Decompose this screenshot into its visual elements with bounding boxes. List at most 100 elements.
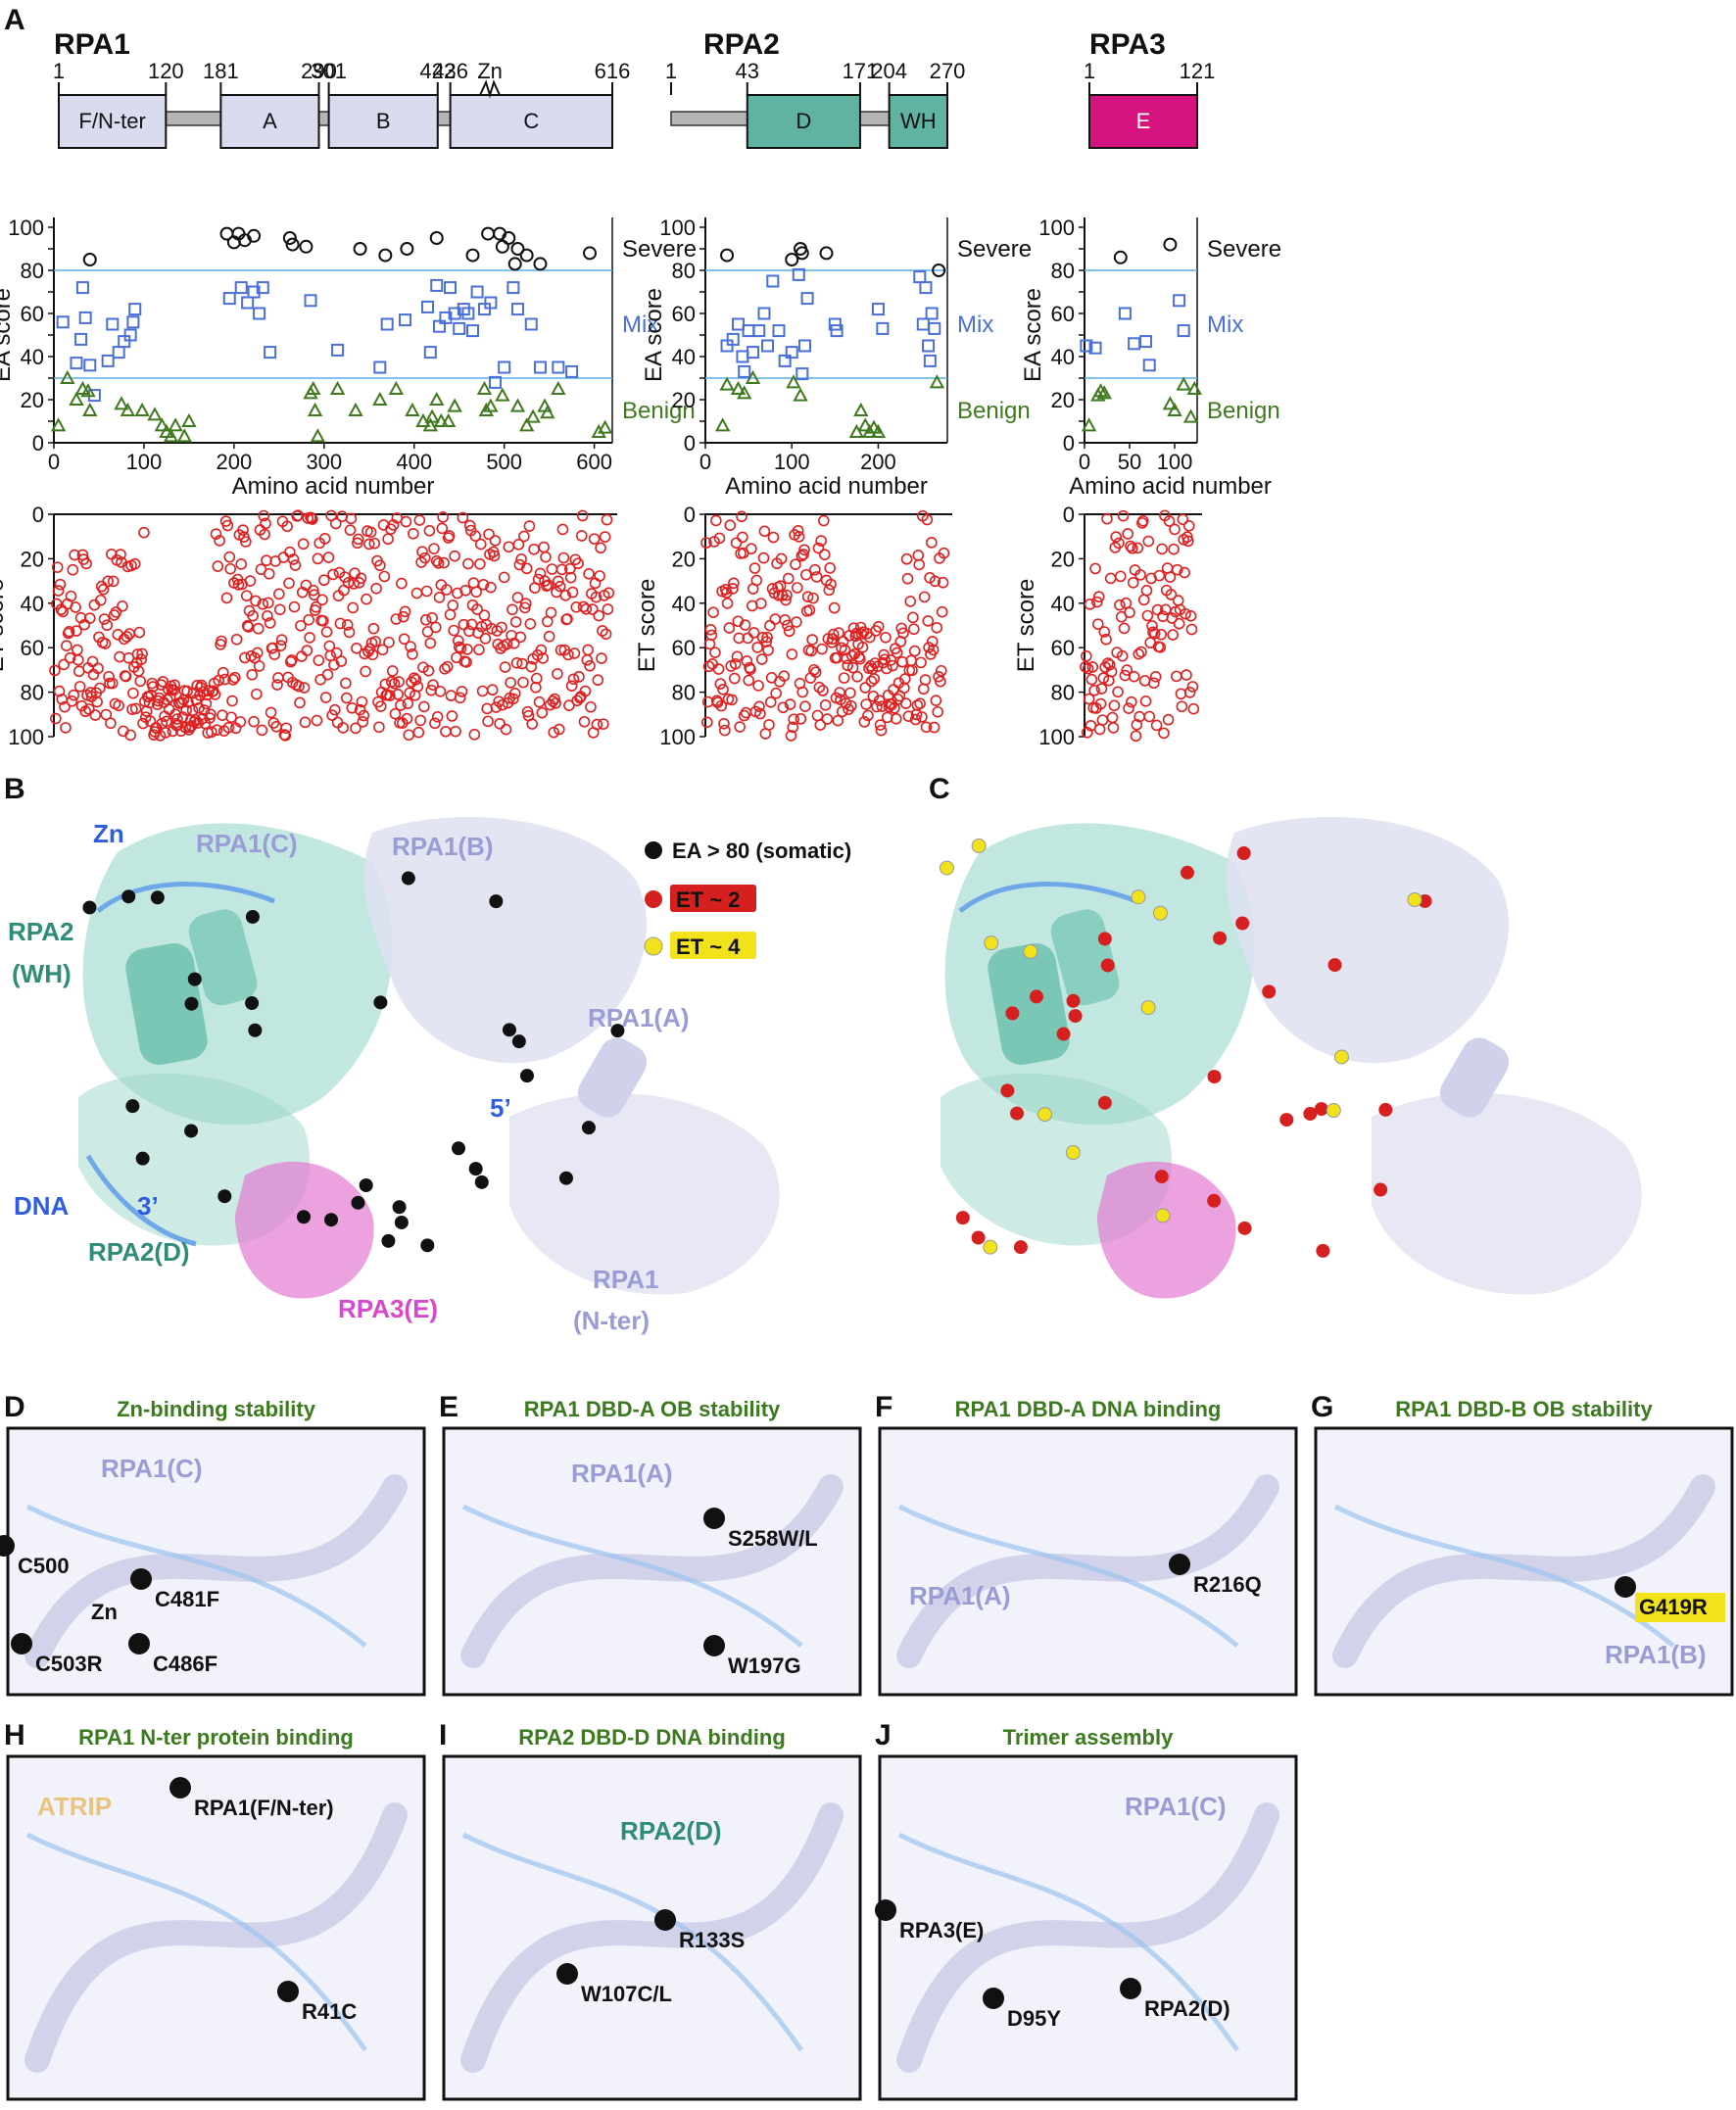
et-point: [926, 636, 939, 647]
et-point: [210, 528, 222, 540]
et-point: [927, 644, 940, 656]
et-point: [530, 672, 543, 685]
et-point: [461, 644, 473, 655]
et-point: [346, 701, 359, 714]
et-point: [515, 553, 527, 565]
sphere-et2: [1207, 1193, 1222, 1208]
sphere-et2: [1374, 1182, 1388, 1197]
et-point: [874, 719, 887, 731]
et-point: [349, 567, 361, 580]
domain-box: [327, 94, 439, 149]
band-label-benign: Benign: [622, 398, 696, 424]
et-point: [405, 641, 416, 652]
et-point: [583, 568, 595, 580]
et-point: [1165, 589, 1178, 600]
et-point: [713, 532, 726, 545]
subpanel-ribbon: [896, 1802, 1279, 2073]
et-point: [913, 558, 926, 571]
ea-point-severe: [819, 246, 834, 261]
panel-letter-c: C: [929, 773, 950, 805]
sphere-et2: [1213, 931, 1228, 945]
et-point: [825, 578, 837, 591]
et-point: [545, 606, 557, 619]
et-point: [180, 704, 192, 716]
domain-tick-label: 1: [665, 59, 677, 83]
ea-point-benign: [870, 423, 887, 438]
et-point: [704, 623, 717, 636]
ea-point-benign: [50, 417, 67, 432]
ea-point-benign: [348, 402, 363, 416]
ea-point-severe: [282, 231, 297, 245]
domain-label: E: [1136, 109, 1151, 133]
et-point: [383, 636, 395, 648]
et-point: [474, 557, 486, 570]
ea-point-benign: [719, 376, 735, 391]
et-point: [412, 726, 425, 739]
ea-point-mix: [253, 307, 266, 320]
et-point: [511, 592, 524, 603]
sphere-et4: [1140, 1000, 1156, 1016]
et-point: [1125, 540, 1136, 552]
et-point: [433, 592, 446, 603]
ea-x-tick-label: 0: [699, 450, 711, 474]
et-point: [340, 677, 352, 690]
ea-point-benign: [1096, 385, 1112, 400]
et-point: [402, 697, 414, 709]
et-point: [253, 660, 265, 672]
et-point: [1101, 512, 1113, 525]
et-point: [929, 575, 941, 588]
et-point: [809, 666, 822, 679]
et-point: [1181, 531, 1193, 544]
ea-point-mix: [876, 321, 890, 335]
et-point: [832, 714, 844, 727]
et-point: [1179, 566, 1190, 579]
et-point: [61, 640, 72, 651]
residue-sphere: [983, 1988, 1004, 2009]
et-point: [436, 522, 449, 535]
ea-point-benign: [476, 380, 493, 395]
et-point: [114, 650, 125, 663]
et-point: [399, 605, 411, 618]
et-point: [476, 685, 489, 697]
et-point: [827, 633, 839, 645]
residue-sphere: [1615, 1576, 1636, 1598]
et-y-tick-label: 20: [21, 547, 44, 571]
ea-point-mix: [747, 346, 760, 360]
et-point: [335, 655, 348, 667]
et-point: [823, 584, 836, 597]
residue-sphere: [654, 1909, 676, 1931]
et-point: [919, 674, 932, 686]
et-point: [827, 628, 840, 641]
subpanel-ribbon: [24, 1802, 408, 2073]
rpa1-nter-cartoon: [1372, 1093, 1642, 1295]
residue-sphere: [703, 1508, 725, 1529]
sphere-ea80: [245, 909, 260, 924]
subpanel-title-j: Trimer assembly: [1003, 1725, 1174, 1750]
et-point: [360, 665, 371, 678]
ea-x-label: Amino acid number: [725, 473, 928, 500]
sphere-ea80: [511, 1034, 526, 1049]
ea-y-tick-label: 100: [659, 216, 696, 240]
et-point: [1141, 609, 1154, 622]
et-point: [743, 674, 754, 687]
et-point: [386, 665, 399, 677]
et-point: [801, 591, 814, 602]
et-point: [719, 724, 731, 737]
sphere-et4: [1407, 891, 1423, 907]
ea-y-tick-label: 0: [32, 431, 44, 456]
ea-x-tick-label: 500: [486, 450, 522, 474]
et-point: [115, 549, 126, 560]
ea-point-mix: [484, 296, 498, 310]
et-point: [258, 509, 270, 522]
et-point: [595, 542, 606, 554]
ea-point-mix: [1139, 335, 1153, 349]
et-point: [251, 688, 263, 700]
et-point: [299, 716, 312, 729]
et-point: [456, 686, 468, 697]
et-point: [598, 718, 609, 730]
sphere-et2: [1100, 958, 1115, 973]
ea-x-tick-label: 0: [48, 450, 60, 474]
et-point: [327, 568, 339, 581]
et-point: [795, 713, 807, 725]
et-point: [723, 622, 736, 634]
